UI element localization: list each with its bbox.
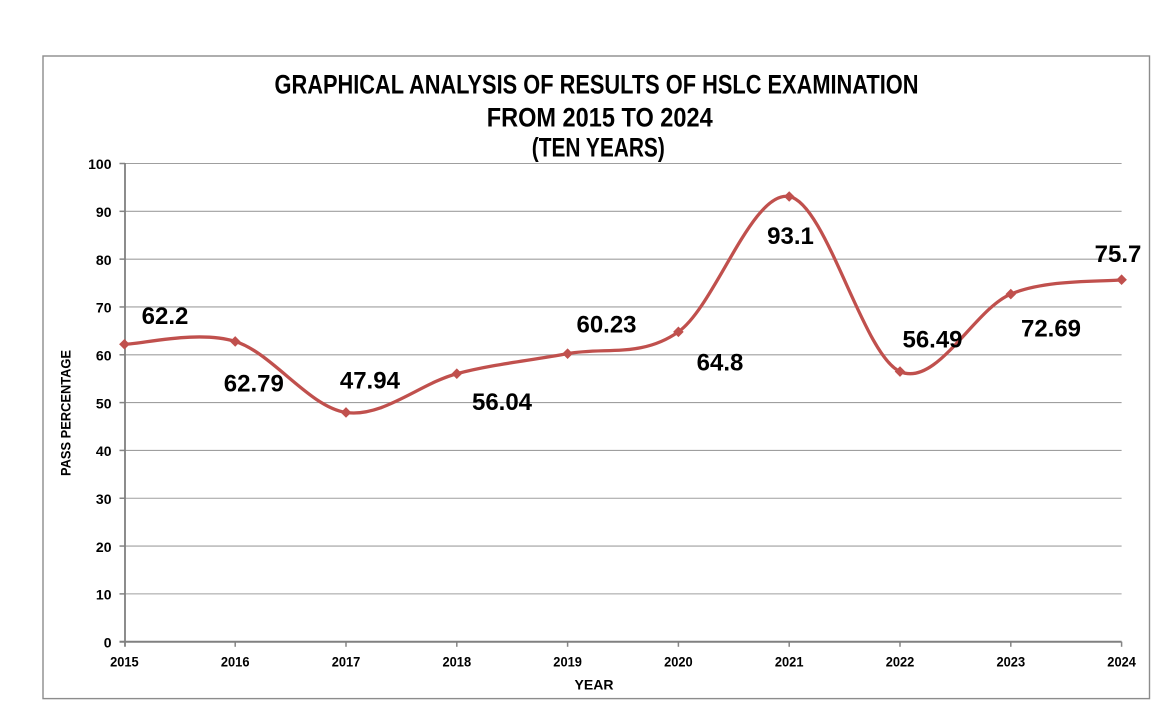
svg-text:70: 70 — [96, 300, 112, 316]
svg-text:90: 90 — [96, 204, 112, 220]
svg-text:20: 20 — [96, 539, 112, 555]
svg-text:0: 0 — [104, 634, 112, 650]
svg-text:2021: 2021 — [775, 654, 804, 670]
svg-text:64.8: 64.8 — [697, 349, 744, 376]
svg-text:PASS PERCENTAGE: PASS PERCENTAGE — [58, 350, 74, 476]
svg-text:30: 30 — [96, 491, 112, 507]
svg-text:2020: 2020 — [664, 654, 693, 670]
svg-text:60.23: 60.23 — [576, 312, 636, 339]
svg-text:2022: 2022 — [886, 654, 915, 670]
svg-text:2017: 2017 — [332, 654, 361, 670]
svg-text:62.2: 62.2 — [142, 303, 189, 330]
svg-text:2015: 2015 — [110, 654, 139, 670]
svg-text:2019: 2019 — [553, 654, 582, 670]
svg-text:YEAR: YEAR — [575, 677, 614, 693]
svg-text:62.79: 62.79 — [224, 371, 284, 398]
svg-text:75.7: 75.7 — [1095, 241, 1142, 268]
svg-text:60: 60 — [96, 348, 112, 364]
svg-text:50: 50 — [96, 395, 112, 411]
svg-text:10: 10 — [96, 587, 112, 603]
svg-text:2018: 2018 — [443, 654, 472, 670]
svg-text:2024: 2024 — [1107, 654, 1136, 670]
svg-text:72.69: 72.69 — [1021, 316, 1081, 343]
svg-text:56.49: 56.49 — [902, 327, 962, 354]
svg-text:93.1: 93.1 — [767, 223, 814, 250]
svg-text:80: 80 — [96, 252, 112, 268]
svg-text:47.94: 47.94 — [340, 368, 401, 395]
svg-text:FROM 2015 TO 2024: FROM 2015 TO 2024 — [487, 102, 713, 132]
svg-text:GRAPHICAL ANALYSIS OF RESULTS: GRAPHICAL ANALYSIS OF RESULTS OF HSLC EX… — [275, 70, 919, 100]
svg-text:56.04: 56.04 — [472, 389, 533, 416]
svg-text:2016: 2016 — [221, 654, 250, 670]
svg-text:2023: 2023 — [997, 654, 1026, 670]
svg-text:(TEN YEARS): (TEN YEARS) — [532, 132, 665, 162]
svg-text:100: 100 — [88, 156, 112, 172]
svg-text:40: 40 — [96, 443, 112, 459]
